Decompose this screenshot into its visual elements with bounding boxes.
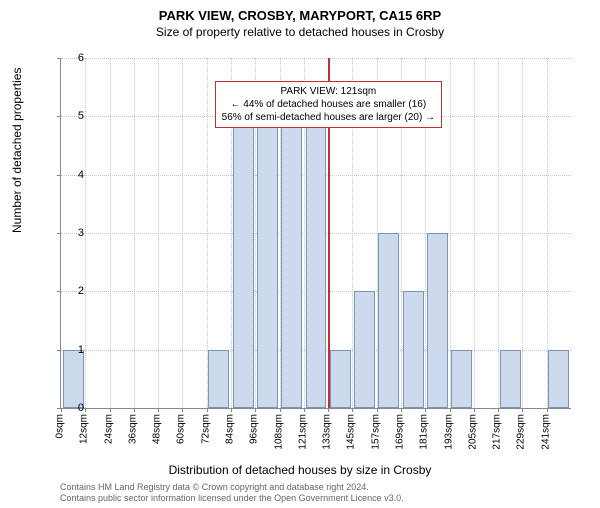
ytick-label: 2 xyxy=(54,285,84,297)
ytick-label: 5 xyxy=(54,110,84,122)
x-axis-label: Distribution of detached houses by size … xyxy=(0,463,600,477)
gridline-v xyxy=(522,58,523,408)
bar xyxy=(403,291,424,408)
xtick-label: 48sqm xyxy=(152,414,163,444)
ytick-label: 0 xyxy=(54,402,84,414)
footer-line2: Contains public sector information licen… xyxy=(60,493,404,504)
chart-title-main: PARK VIEW, CROSBY, MARYPORT, CA15 6RP xyxy=(0,8,600,23)
xtick-label: 108sqm xyxy=(273,414,284,450)
xtick-label: 241sqm xyxy=(540,414,551,450)
xtick-mark xyxy=(231,408,232,412)
gridline-v xyxy=(134,58,135,408)
xtick-label: 24sqm xyxy=(103,414,114,444)
xtick-mark xyxy=(255,408,256,412)
annotation-line2: ← 44% of detached houses are smaller (16… xyxy=(222,98,435,111)
bar xyxy=(378,233,399,408)
bar xyxy=(233,116,254,408)
xtick-label: 145sqm xyxy=(346,414,357,450)
xtick-label: 121sqm xyxy=(297,414,308,450)
bar xyxy=(208,350,229,408)
gridline-v xyxy=(182,58,183,408)
gridline-v xyxy=(85,58,86,408)
ytick-label: 4 xyxy=(54,169,84,181)
bar xyxy=(427,233,448,408)
xtick-mark xyxy=(134,408,135,412)
bar xyxy=(281,116,302,408)
xtick-mark xyxy=(352,408,353,412)
footer-attribution: Contains HM Land Registry data © Crown c… xyxy=(60,482,404,504)
xtick-label: 157sqm xyxy=(370,414,381,450)
xtick-label: 0sqm xyxy=(55,414,66,438)
xtick-label: 133sqm xyxy=(322,414,333,450)
chart-area: PARK VIEW: 121sqm← 44% of detached house… xyxy=(60,58,570,408)
xtick-mark xyxy=(328,408,329,412)
annotation-line3: 56% of semi-detached houses are larger (… xyxy=(222,111,435,124)
xtick-mark xyxy=(547,408,548,412)
xtick-label: 229sqm xyxy=(516,414,527,450)
xtick-label: 169sqm xyxy=(395,414,406,450)
xtick-label: 12sqm xyxy=(79,414,90,444)
xtick-label: 84sqm xyxy=(225,414,236,444)
chart-title-sub: Size of property relative to detached ho… xyxy=(0,25,600,39)
xtick-label: 96sqm xyxy=(249,414,260,444)
xtick-mark xyxy=(522,408,523,412)
y-axis-label: Number of detached properties xyxy=(10,68,24,233)
bar xyxy=(354,291,375,408)
xtick-mark xyxy=(304,408,305,412)
xtick-label: 72sqm xyxy=(200,414,211,444)
xtick-mark xyxy=(182,408,183,412)
ytick-label: 1 xyxy=(54,344,84,356)
xtick-mark xyxy=(85,408,86,412)
annotation-line1: PARK VIEW: 121sqm xyxy=(222,85,435,98)
gridline-v xyxy=(474,58,475,408)
xtick-label: 60sqm xyxy=(176,414,187,444)
xtick-mark xyxy=(401,408,402,412)
xtick-label: 181sqm xyxy=(419,414,430,450)
xtick-label: 193sqm xyxy=(443,414,454,450)
xtick-mark xyxy=(158,408,159,412)
bar xyxy=(451,350,472,408)
gridline-h xyxy=(61,58,571,59)
xtick-label: 205sqm xyxy=(467,414,478,450)
xtick-mark xyxy=(377,408,378,412)
xtick-label: 36sqm xyxy=(127,414,138,444)
bar xyxy=(257,116,278,408)
bar xyxy=(500,350,521,408)
xtick-mark xyxy=(425,408,426,412)
bar xyxy=(63,350,84,408)
xtick-mark xyxy=(474,408,475,412)
xtick-mark xyxy=(110,408,111,412)
footer-line1: Contains HM Land Registry data © Crown c… xyxy=(60,482,404,493)
ytick-label: 6 xyxy=(54,52,84,64)
bar xyxy=(330,350,351,408)
bar xyxy=(306,116,327,408)
plot: PARK VIEW: 121sqm← 44% of detached house… xyxy=(60,58,571,409)
bar xyxy=(548,350,569,408)
ytick-label: 3 xyxy=(54,227,84,239)
xtick-mark xyxy=(498,408,499,412)
xtick-mark xyxy=(450,408,451,412)
gridline-v xyxy=(158,58,159,408)
xtick-mark xyxy=(280,408,281,412)
annotation-box: PARK VIEW: 121sqm← 44% of detached house… xyxy=(215,81,442,128)
xtick-label: 217sqm xyxy=(492,414,503,450)
xtick-mark xyxy=(207,408,208,412)
gridline-v xyxy=(110,58,111,408)
